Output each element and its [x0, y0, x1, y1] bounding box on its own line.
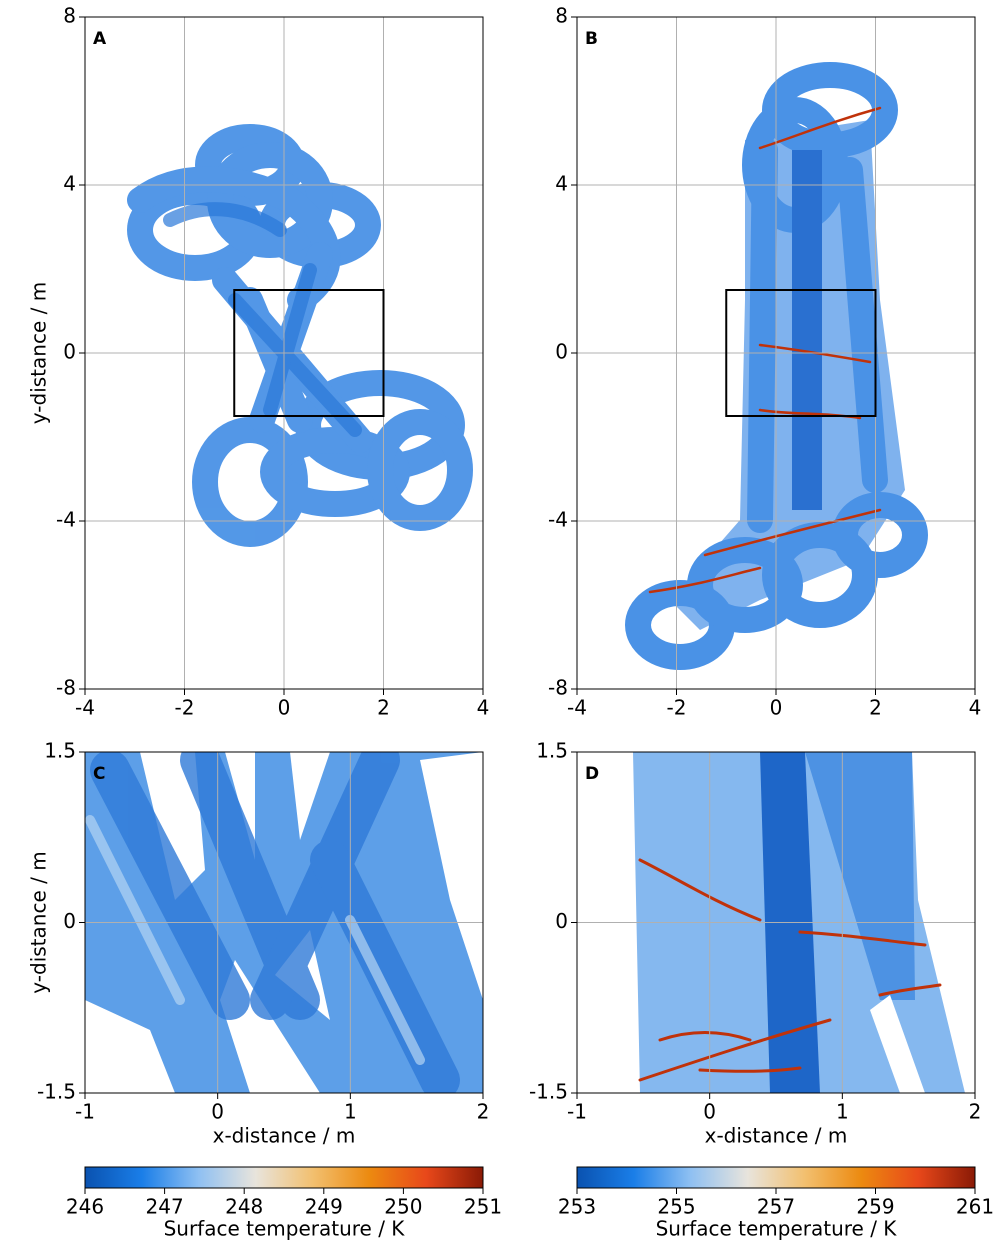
y-tick-label: 0 — [555, 909, 568, 933]
x-axis-label: x-distance / m — [705, 1124, 848, 1148]
x-tick-label: 0 — [211, 1100, 224, 1124]
colorbar-tick-label: 257 — [757, 1195, 795, 1219]
colorbar-tick-label: 246 — [66, 1195, 104, 1219]
axes-frame — [576, 751, 976, 1094]
y-tick-label: 0 — [63, 909, 76, 933]
y-axis-label: y-distance / m — [27, 851, 51, 993]
panel-label: C — [93, 764, 105, 784]
thermal-image — [127, 124, 473, 547]
panel-label: A — [93, 29, 107, 49]
colorbar-tick-label: 259 — [856, 1195, 894, 1219]
y-tick-label: 4 — [63, 172, 76, 196]
x-tick-label: 0 — [770, 696, 783, 720]
colorbar-tick-label: 253 — [558, 1195, 596, 1219]
x-tick-label: -1 — [75, 1100, 95, 1124]
x-tick-label: 1 — [344, 1100, 357, 1124]
colorbar — [84, 1166, 484, 1189]
x-tick-label: -1 — [567, 1100, 587, 1124]
x-tick-label: 2 — [477, 1100, 490, 1124]
colorbar-tick-label: 250 — [384, 1195, 422, 1219]
y-tick-label: 0 — [63, 340, 76, 364]
y-tick-label: 4 — [555, 172, 568, 196]
colorbar-tick-label: 261 — [956, 1195, 994, 1219]
y-tick-label: -1.5 — [529, 1080, 568, 1104]
y-tick-label: -4 — [56, 508, 76, 532]
x-tick-label: 4 — [477, 696, 490, 720]
x-tick-label: -2 — [175, 696, 195, 720]
y-tick-label: -4 — [548, 508, 568, 532]
y-tick-label: -8 — [548, 676, 568, 700]
x-tick-label: 2 — [969, 1100, 982, 1124]
colorbar-tick-label: 247 — [146, 1195, 184, 1219]
x-axis-label: x-distance / m — [213, 1124, 356, 1148]
colorbar — [576, 1166, 976, 1189]
y-tick-label: -8 — [56, 676, 76, 700]
x-tick-label: 2 — [377, 696, 390, 720]
axes-frame — [84, 751, 484, 1094]
panel-label: B — [585, 29, 598, 49]
thermal-image — [625, 62, 928, 670]
colorbar-tick-label: 255 — [657, 1195, 695, 1219]
y-tick-label: 0 — [555, 340, 568, 364]
x-tick-label: 2 — [869, 696, 882, 720]
colorbar-tick-label: 248 — [225, 1195, 263, 1219]
colorbar-label: Surface temperature / K — [164, 1217, 406, 1241]
x-tick-label: -2 — [667, 696, 687, 720]
colorbar-label: Surface temperature / K — [656, 1217, 898, 1241]
y-tick-label: -1.5 — [37, 1080, 76, 1104]
colorbar-tick-label: 251 — [464, 1195, 502, 1219]
x-tick-label: 0 — [703, 1100, 716, 1124]
axes-frame — [576, 16, 976, 690]
axes-frame — [84, 16, 484, 690]
y-axis-label: y-distance / m — [27, 282, 51, 424]
colorbar-tick-label: 249 — [305, 1195, 343, 1219]
x-tick-label: -4 — [567, 696, 587, 720]
y-tick-label: 8 — [555, 4, 568, 28]
x-tick-label: 4 — [969, 696, 982, 720]
x-tick-label: 0 — [278, 696, 291, 720]
panel-label: D — [585, 764, 599, 784]
y-tick-label: 8 — [63, 4, 76, 28]
inset-box — [233, 289, 385, 417]
y-tick-label: 1.5 — [44, 739, 76, 763]
y-tick-label: 1.5 — [536, 739, 568, 763]
x-tick-label: -4 — [75, 696, 95, 720]
inset-box — [725, 289, 877, 417]
x-tick-label: 1 — [836, 1100, 849, 1124]
